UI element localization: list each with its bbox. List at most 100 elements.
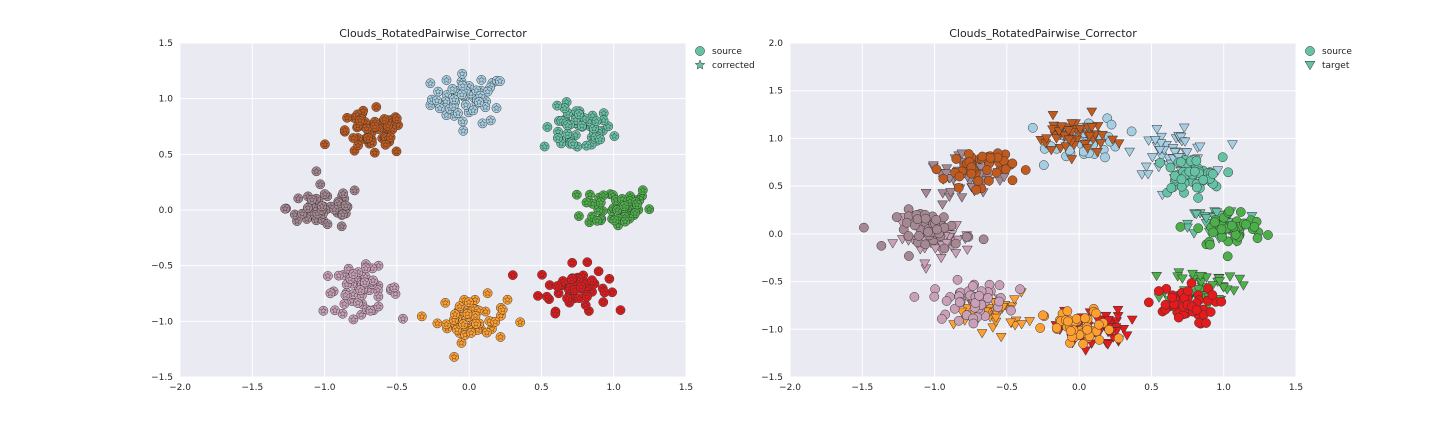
target-point <box>1066 119 1078 129</box>
source-point <box>971 184 982 195</box>
source-point <box>1100 152 1110 163</box>
corrected-point <box>374 292 382 300</box>
y-tick-label: 1.0 <box>159 95 174 105</box>
corrected-point <box>316 180 324 188</box>
source-point <box>1216 224 1227 235</box>
corrected-point <box>340 300 348 307</box>
source-point <box>1155 157 1165 168</box>
source-point <box>1020 165 1031 175</box>
target-point <box>1214 277 1226 287</box>
corrected-point <box>318 202 326 210</box>
corrected-point <box>323 220 332 228</box>
target-point <box>1091 148 1103 158</box>
corrected-point <box>464 310 471 317</box>
x-tick-label: −0.5 <box>386 383 408 393</box>
source-point <box>1035 323 1046 333</box>
corrected-point <box>573 190 581 198</box>
target-point <box>1224 272 1236 282</box>
y-tick-label: 1.5 <box>769 87 783 97</box>
y-tick-label: 0.0 <box>769 230 784 240</box>
x-tick-label: 0.5 <box>534 383 548 393</box>
corrected-point <box>450 95 458 103</box>
y-tick-label: −1.5 <box>151 373 173 383</box>
y-tick-label: 0.0 <box>159 206 174 216</box>
corrected-point <box>600 109 608 117</box>
points <box>859 107 1273 356</box>
corrected-point <box>454 109 462 117</box>
source-point <box>1193 223 1204 234</box>
corrected-point <box>442 320 450 328</box>
corrected-point <box>476 91 484 99</box>
corrected-point <box>471 296 479 303</box>
legend-marker-circle <box>695 46 705 56</box>
x-tick-label: −2.0 <box>779 383 801 393</box>
y-tick-label: −1.0 <box>151 317 173 327</box>
source-point <box>1173 312 1184 323</box>
corrected-point <box>600 116 608 124</box>
corrected-point <box>418 312 426 320</box>
corrected-point <box>610 216 618 224</box>
corrected-point <box>321 190 329 198</box>
target-point <box>1228 286 1240 296</box>
y-tick-label: 0.5 <box>769 182 783 192</box>
corrected-point <box>592 117 601 125</box>
corrected-point <box>554 127 562 135</box>
corrected-point <box>543 123 552 131</box>
target-point <box>1237 281 1249 291</box>
source-point <box>939 243 950 254</box>
corrected-point <box>356 286 364 294</box>
corrected-point <box>578 122 586 129</box>
source-point <box>1241 219 1251 230</box>
chart-title: Clouds_RotatedPairwise_Corrector <box>339 27 527 40</box>
corrected-point <box>475 98 483 106</box>
corrected-point <box>393 114 401 122</box>
target-point <box>1124 147 1136 158</box>
y-tick-label: 2.0 <box>769 39 784 49</box>
legend: source corrected <box>694 46 755 71</box>
target-point <box>1176 274 1188 284</box>
corrected-point <box>386 133 395 141</box>
corrected-point <box>384 122 392 130</box>
source-point <box>974 290 984 301</box>
target-point <box>920 189 932 199</box>
corrected-point <box>469 106 477 114</box>
source-point <box>1051 323 1062 333</box>
source-point <box>951 154 962 164</box>
corrected-point <box>534 292 542 299</box>
source-point <box>1104 324 1114 335</box>
corrected-point <box>604 122 612 130</box>
corrected-point <box>321 140 329 148</box>
source-point <box>952 274 963 285</box>
corrected-point <box>568 275 576 283</box>
target-point <box>929 244 941 254</box>
corrected-point <box>631 209 639 217</box>
source-point <box>1126 126 1137 137</box>
corrected-point <box>487 116 495 124</box>
corrected-point <box>339 309 347 317</box>
legend-marker-triangle <box>1304 61 1316 71</box>
corrected-point <box>392 290 400 297</box>
corrected-point <box>392 147 401 155</box>
source-point <box>1217 152 1228 163</box>
y-tick-label: 1.5 <box>159 39 173 49</box>
target-point <box>1074 124 1086 135</box>
target-point <box>887 239 899 249</box>
corrected-point <box>458 90 466 98</box>
corrected-point <box>594 206 602 213</box>
target-point <box>1200 273 1212 283</box>
source-point <box>929 291 940 302</box>
corrected-point <box>509 271 517 279</box>
source-point <box>891 212 902 222</box>
source-point <box>1208 169 1218 179</box>
corrected-point <box>496 77 504 85</box>
target-point <box>1178 123 1190 133</box>
source-point <box>1038 160 1049 170</box>
corrected-point <box>553 282 561 290</box>
target-point <box>961 245 973 256</box>
legend-label: source <box>712 47 742 57</box>
source-point <box>920 239 931 250</box>
corrected-point <box>483 289 492 297</box>
corrected-point <box>335 271 343 279</box>
corrected-point <box>491 318 499 325</box>
target-point <box>1113 139 1125 149</box>
